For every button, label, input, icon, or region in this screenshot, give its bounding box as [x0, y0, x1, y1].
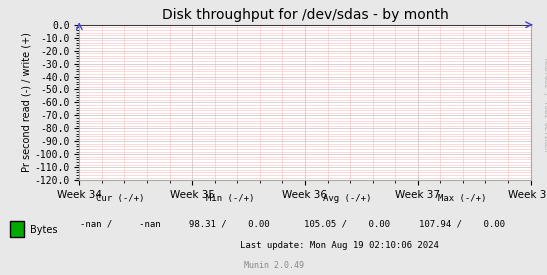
Text: RRDTOOL / TOBI OETIKER: RRDTOOL / TOBI OETIKER [543, 58, 547, 151]
Y-axis label: Pr second read (-) / write (+): Pr second read (-) / write (+) [21, 32, 32, 172]
Text: Max (-/+): Max (-/+) [438, 194, 486, 203]
Text: Bytes: Bytes [30, 225, 57, 235]
Text: Last update: Mon Aug 19 02:10:06 2024: Last update: Mon Aug 19 02:10:06 2024 [240, 241, 439, 249]
Text: Munin 2.0.49: Munin 2.0.49 [243, 261, 304, 270]
Text: Min (-/+): Min (-/+) [206, 194, 254, 203]
Title: Disk throughput for /dev/sdas - by month: Disk throughput for /dev/sdas - by month [161, 8, 449, 22]
Text: 98.31 /    0.00: 98.31 / 0.00 [189, 220, 270, 229]
Text: Avg (-/+): Avg (-/+) [323, 194, 371, 203]
Text: 105.05 /    0.00: 105.05 / 0.00 [304, 220, 391, 229]
Text: -nan /     -nan: -nan / -nan [80, 220, 161, 229]
Text: Cur (-/+): Cur (-/+) [96, 194, 144, 203]
Text: 107.94 /    0.00: 107.94 / 0.00 [419, 220, 505, 229]
